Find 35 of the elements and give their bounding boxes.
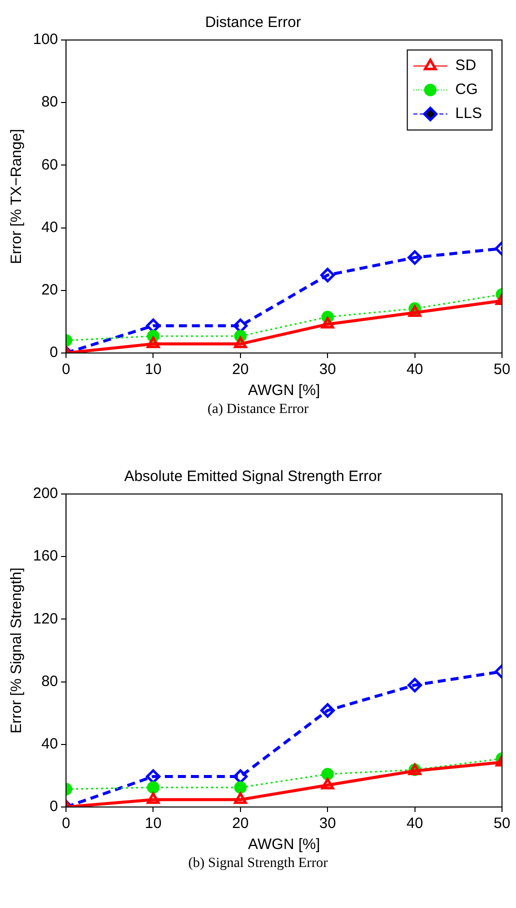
x-tick-label: 50 [494,361,510,378]
y-tick-label: 80 [41,94,58,111]
legend-label: SD [455,57,476,74]
y-tick-label: 0 [50,344,58,362]
x-axis-title: AWGN [%] [248,382,320,400]
y-tick-label: 20 [41,282,58,299]
x-tick-label: 40 [406,361,424,378]
y-tick-label: 80 [41,672,58,690]
x-tick-label: 30 [319,815,336,832]
y-tick-label: 100 [32,31,58,48]
y-axis-title: Error [% TX−Range] [8,128,26,264]
chart-title: Distance Error [205,14,301,32]
x-axis-title: AWGN [%] [248,836,320,854]
y-tick-label: 200 [32,485,58,502]
x-tick-label: 10 [144,815,162,832]
y-tick-label: 0 [50,798,58,816]
legend-label: CG [455,81,478,98]
legend-label: LLS [455,105,482,122]
x-tick-label: 0 [62,361,70,378]
y-tick-label: 120 [32,610,58,628]
x-tick-label: 40 [406,815,424,832]
x-tick-label: 30 [319,361,336,378]
chart-title: Absolute Emitted Signal Strength Error [124,468,382,486]
x-tick-label: 10 [144,361,162,378]
x-tick-label: 20 [232,815,249,832]
text: (b) Signal Strength Error [187,856,329,872]
text: (a) Distance Error [206,402,310,418]
y-tick-label: 40 [41,736,58,753]
x-tick-label: 0 [62,815,70,832]
y-tick-label: 60 [41,156,58,174]
y-tick-label: 40 [41,218,58,236]
x-tick-label: 20 [232,361,249,378]
x-tick-label: 50 [494,815,510,832]
y-axis-title: Error [% Signal Strength] [8,568,26,734]
y-tick-label: 160 [32,548,58,565]
